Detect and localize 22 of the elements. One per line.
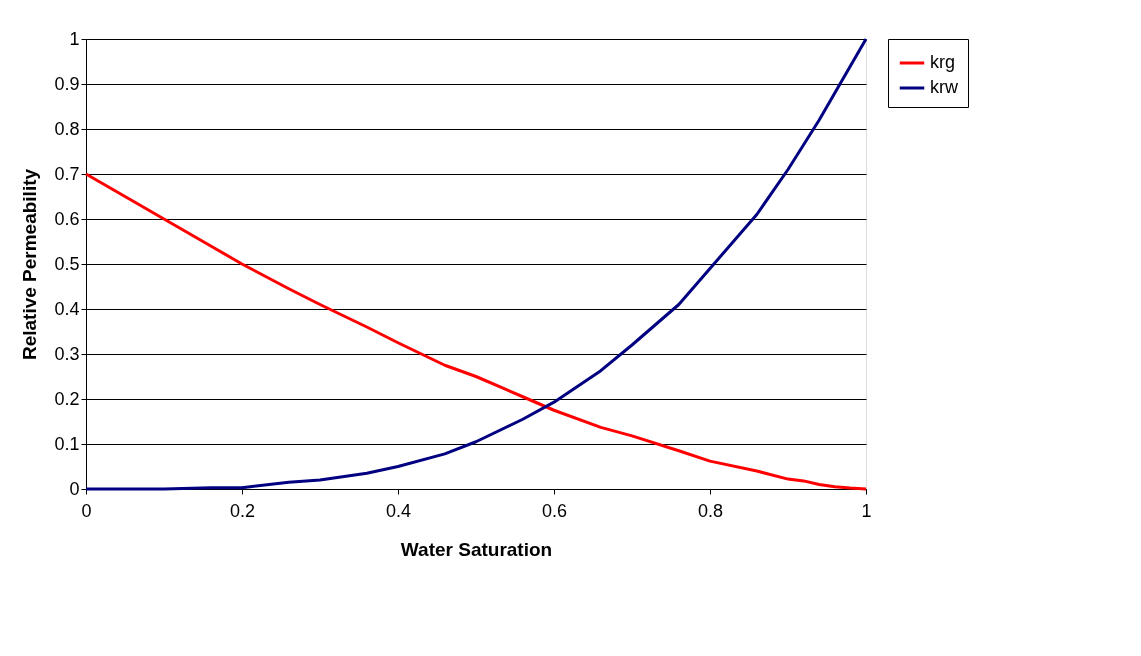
line-series — [84, 172, 868, 491]
y-tick-label: 0.1 — [54, 433, 80, 454]
x-tick-label: 0.2 — [229, 500, 256, 521]
y-tick-label: 1 — [69, 28, 80, 49]
legend-label: krw — [930, 77, 959, 97]
y-tick-label: 0.7 — [54, 163, 80, 184]
x-tick-label: 0.8 — [697, 500, 724, 521]
x-tick-label: 1 — [861, 500, 872, 521]
y-tick-label: 0.9 — [54, 73, 80, 94]
line-series — [84, 37, 868, 491]
y-tick-label: 0.5 — [54, 253, 80, 274]
x-tick-label: 0.4 — [385, 500, 412, 521]
x-tick-label: 0.6 — [541, 500, 568, 521]
y-tick-label: 0.3 — [54, 343, 80, 364]
y-tick-label: 0.2 — [54, 388, 80, 409]
y-tick-label: 0 — [69, 478, 80, 499]
y-tick-label: 0.8 — [54, 118, 80, 139]
y-axis-title: Relative Permeability — [19, 168, 41, 361]
y-tick-label: 0.4 — [54, 298, 80, 319]
legend-label: krg — [930, 52, 956, 72]
y-tick-label: 0.6 — [54, 208, 80, 229]
x-axis-title: Water Saturation — [400, 538, 553, 560]
